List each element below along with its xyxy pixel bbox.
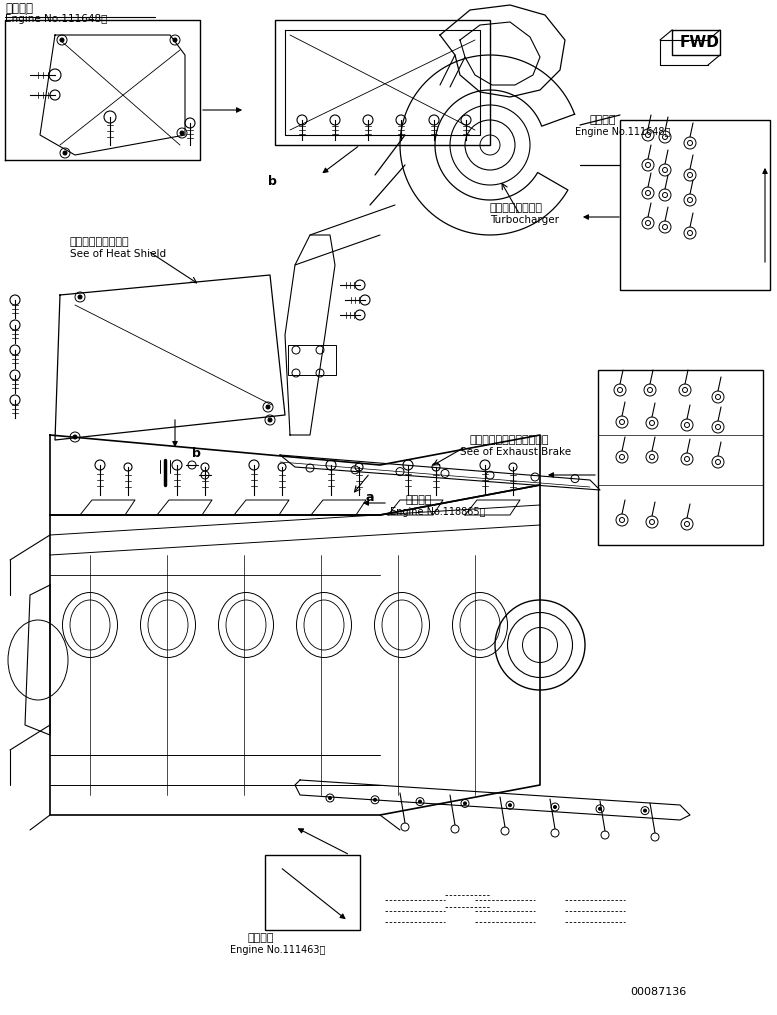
Text: 00087136: 00087136 [630,987,686,997]
Text: Engine No.111648～: Engine No.111648～ [575,127,671,137]
Text: ヒートシールド参照: ヒートシールド参照 [70,236,130,247]
Circle shape [60,38,64,42]
Circle shape [464,802,466,805]
Circle shape [374,799,377,801]
Circle shape [598,807,601,810]
Text: b: b [192,447,201,460]
Circle shape [180,131,184,135]
Circle shape [553,806,556,809]
Circle shape [63,151,67,155]
Circle shape [329,797,332,800]
Text: ターボチャージャ: ターボチャージャ [490,203,543,213]
Text: b: b [268,175,277,188]
Text: See of Heat Shield: See of Heat Shield [70,249,166,259]
Circle shape [173,38,177,42]
Circle shape [268,418,272,422]
Bar [288,345,336,375]
Bar [265,855,360,930]
Text: 適用号機: 適用号機 [590,115,616,125]
Circle shape [73,435,77,439]
Text: a: a [365,491,374,504]
Bar [275,20,490,145]
Circle shape [78,295,82,299]
Circle shape [508,804,511,807]
Text: 適用号機: 適用号機 [5,2,33,15]
Text: エキゾーストブレーキ参照: エキゾーストブレーキ参照 [470,435,549,445]
Text: Turbocharger: Turbocharger [490,215,559,225]
Circle shape [266,405,270,409]
Circle shape [643,809,646,812]
Bar [620,120,770,290]
Text: 適用号機: 適用号機 [248,933,274,943]
Text: 適用号機: 適用号機 [405,495,431,505]
Text: See of Exhaust Brake: See of Exhaust Brake [460,447,571,457]
Text: Engine No.111648～: Engine No.111648～ [5,14,107,24]
Circle shape [419,800,421,803]
Text: Engine No.111463～: Engine No.111463～ [230,945,326,955]
Text: FWD: FWD [680,35,720,50]
Bar [598,370,763,545]
Text: Engine No.118865～: Engine No.118865～ [390,508,486,517]
